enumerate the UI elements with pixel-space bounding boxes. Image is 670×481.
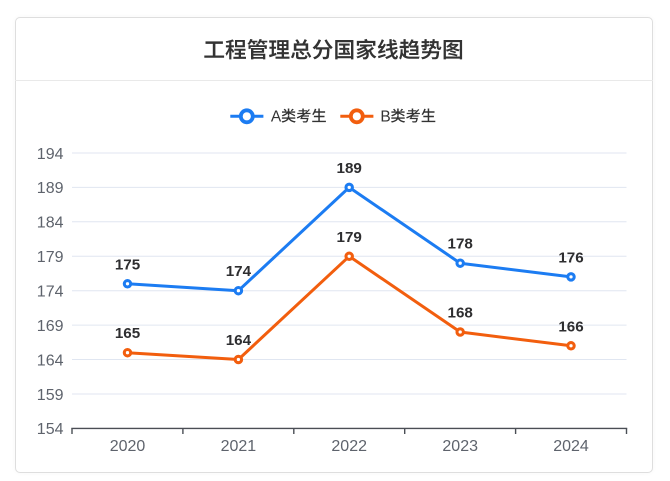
svg-text:2023: 2023 [442,438,478,455]
svg-text:A: A [271,108,282,125]
svg-text:2022: 2022 [331,438,367,455]
svg-text:165: 165 [115,325,141,342]
svg-text:159: 159 [37,387,64,404]
svg-text:179: 179 [337,229,362,246]
svg-text:2021: 2021 [221,438,257,455]
svg-text:184: 184 [37,215,64,232]
svg-text:2020: 2020 [110,438,146,455]
svg-text:B: B [380,108,390,125]
svg-text:164: 164 [37,352,64,369]
svg-text:174: 174 [226,263,252,280]
svg-text:175: 175 [115,256,141,273]
svg-text:189: 189 [337,160,362,177]
svg-text:178: 178 [448,236,473,253]
svg-text:164: 164 [226,332,252,349]
svg-text:154: 154 [37,421,64,438]
svg-text:174: 174 [37,284,64,301]
svg-text:179: 179 [37,249,64,266]
svg-text:194: 194 [37,146,64,163]
svg-text:2024: 2024 [553,438,589,455]
svg-text:176: 176 [558,249,583,266]
svg-text:169: 169 [37,318,64,335]
svg-text:189: 189 [37,180,64,197]
svg-text:168: 168 [448,305,473,322]
svg-text:166: 166 [558,318,583,335]
